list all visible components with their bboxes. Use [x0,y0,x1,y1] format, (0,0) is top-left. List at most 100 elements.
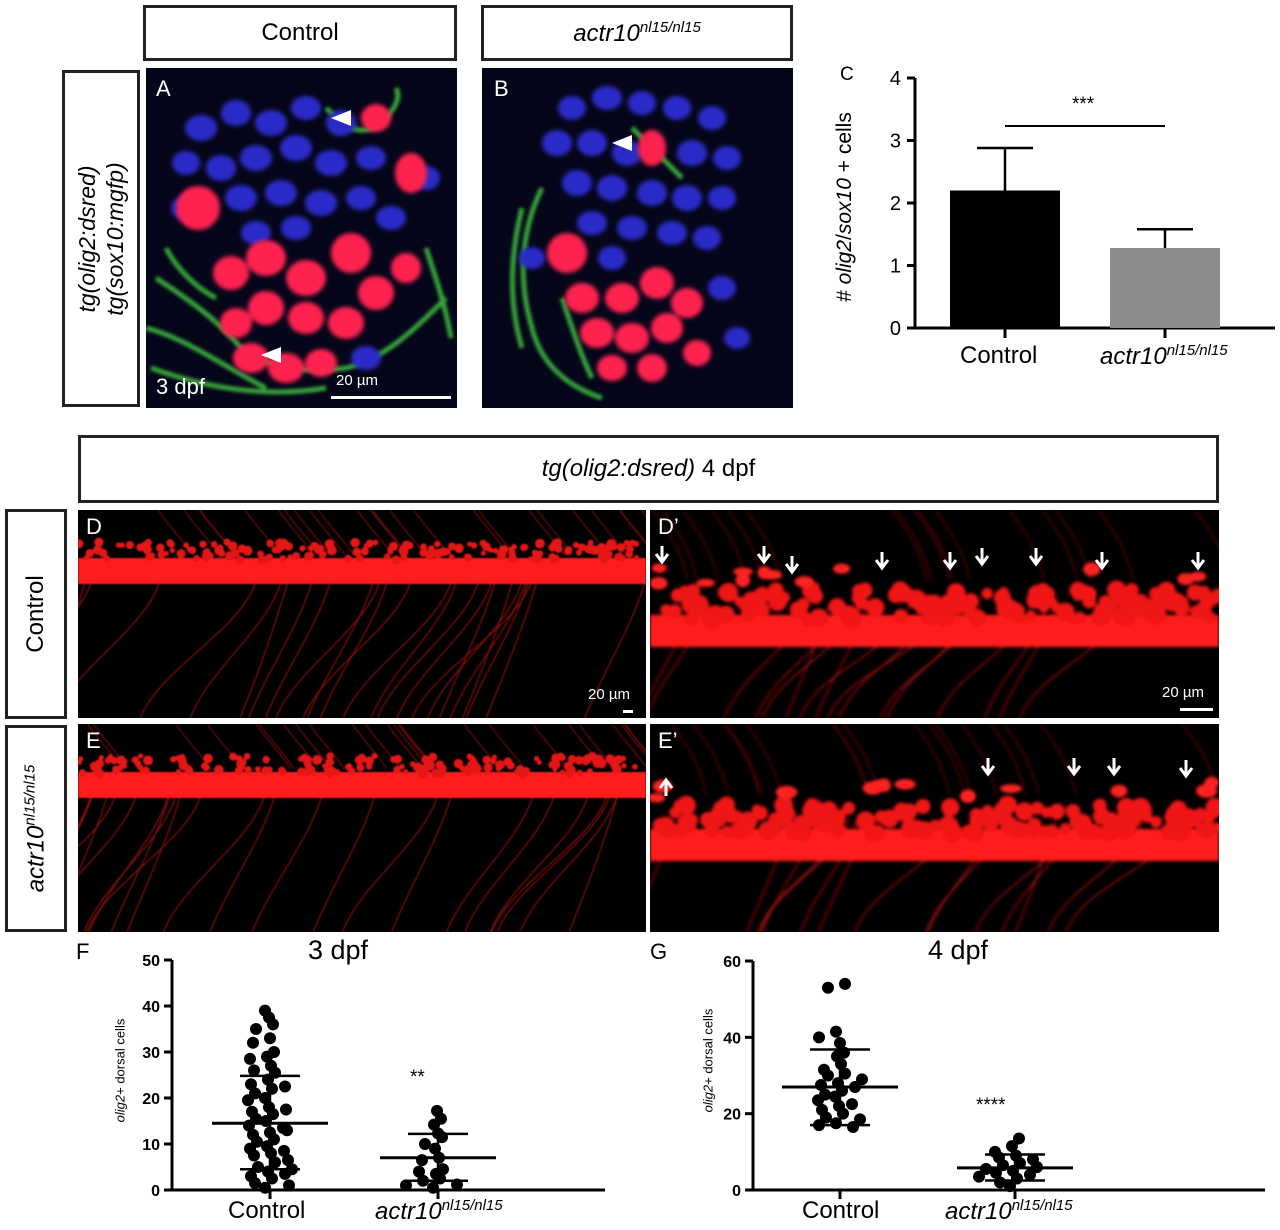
y-tick-label: 40 [142,999,160,1016]
panel-d2-image: D’ 20 µm [650,510,1219,718]
arrow-icon [654,546,670,565]
cell-body [257,550,265,558]
y-tick-label: 0 [890,318,901,340]
cell-body [1025,610,1037,622]
data-point [990,1166,1002,1179]
panel-f-xlabel-control: Control [228,1197,306,1224]
y-tick-label: 0 [151,1183,160,1200]
panel-d-scale-text: 20 µm [588,686,630,703]
cell-body [113,767,120,774]
cell-body [299,545,306,552]
cell-body [1051,602,1062,613]
dorsal-cell [894,779,916,790]
cell-body [941,596,952,608]
panel-g-ylabel: olig2+ dorsal cells [700,1008,716,1113]
cell-body [95,758,105,769]
cell-body [667,604,682,619]
y-tick-label: 10 [142,1137,160,1154]
data-point [1024,1168,1036,1181]
cell-body [463,553,470,560]
cell-body [125,541,134,550]
data-point [413,1165,425,1178]
panel-g-title: 4 dpf [928,935,989,965]
cell-body [431,768,441,778]
cell-body [596,542,607,553]
arrow-icon [1178,760,1194,779]
cell-body [254,766,261,773]
dorsal-cell [960,789,976,803]
data-point [264,1032,276,1045]
dorsal-cell [733,567,754,576]
cell-body [713,800,728,815]
cell-body [734,596,745,607]
cell-body [619,544,626,551]
cell-body [262,755,271,764]
data-point [822,981,834,994]
cell-body [312,754,323,765]
cell-body [702,610,716,625]
cell-body [633,555,640,561]
cell-body [909,819,925,835]
dorsal-cell [794,576,814,588]
cell-body [476,766,483,772]
cell-body [671,824,684,837]
panel-g-significance: **** [976,1095,1006,1116]
cell-body [536,760,542,766]
cell-body [941,815,955,829]
y-tick-label: 2 [890,193,901,215]
cell-body [928,819,942,832]
cell-body [438,547,448,557]
cell-body [144,538,152,547]
cell-body [576,769,583,776]
data-point [829,1090,841,1103]
cell-body [185,766,194,775]
cell-body [941,798,960,817]
cell-body [625,550,634,558]
panel-b-label: B [494,76,509,101]
cell-body [1073,611,1086,625]
panel-a-scale-bar [331,396,451,399]
cell-body [78,756,84,762]
cell-body [275,538,285,549]
cell-body [145,553,154,561]
cell-body [193,554,200,562]
dorsal-cell [650,793,666,803]
cell-body [344,554,353,563]
panel-a-age: 3 dpf [156,374,205,399]
cell-body [854,596,869,610]
cell-body [753,586,771,604]
y-tick-label: 4 [890,68,901,90]
cell-body [1131,596,1150,614]
arrow-icon [658,777,674,796]
row-label-transgenes-text: tg(olig2:dsred) tg(sox10:mgfp) [74,161,128,316]
data-point [250,1023,262,1035]
cell-body [157,550,166,559]
cell-body [552,538,562,549]
cell-body [434,540,441,548]
arrowhead-icon [612,135,632,151]
cell-body [265,766,273,774]
cell-body [242,545,253,556]
cell-body [350,537,360,548]
cell-body [573,541,580,549]
data-point [261,1050,273,1063]
row-label-mutant: actr10nl15/nl15 [5,725,67,932]
cell-body [235,755,243,762]
cell-body [821,813,834,826]
data-point [259,1181,271,1194]
cell-body [1015,802,1034,821]
cell-body [487,547,494,553]
cell-body [532,552,541,562]
cell-body [406,541,414,550]
cell-body [142,766,150,774]
panel-b-micrograph [510,86,750,401]
panel-a-label: A [156,76,171,101]
cell-body [778,817,791,829]
cell-body [1181,810,1198,826]
cell-body [428,752,438,762]
data-point [820,1111,832,1124]
cell-body [229,752,238,761]
y-tick-label: 60 [723,954,741,971]
bar [950,190,1060,328]
bar [1110,248,1220,328]
